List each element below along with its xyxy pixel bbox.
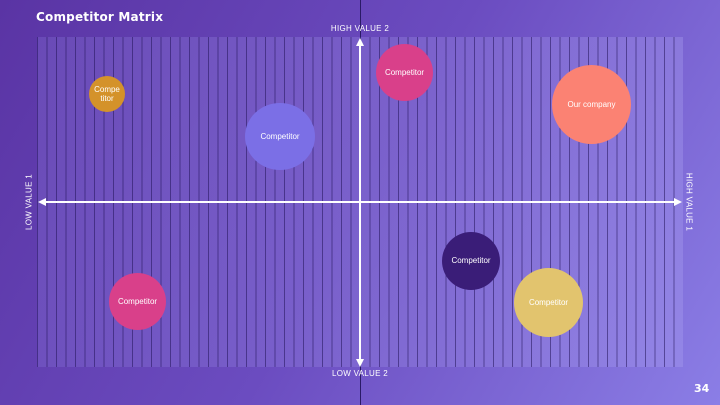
axis-label-low-value-1: LOW VALUE 1 bbox=[24, 173, 34, 231]
slide-title: Competitor Matrix bbox=[36, 10, 164, 24]
arrow-down-icon bbox=[356, 359, 364, 367]
axis-label-high-value-1: HIGH VALUE 1 bbox=[684, 172, 694, 232]
arrow-right-icon bbox=[674, 198, 682, 206]
bubble-label: Compe titor bbox=[94, 84, 120, 103]
bubble-label: Competitor bbox=[384, 67, 425, 77]
arrow-left-icon bbox=[38, 198, 46, 206]
competitor-bubble[interactable]: Competitor bbox=[376, 44, 433, 101]
page-number: 34 bbox=[694, 382, 710, 395]
competitor-bubble[interactable]: Competitor bbox=[442, 232, 500, 290]
bubble-label: Competitor bbox=[528, 297, 569, 307]
bubble-label: Competitor bbox=[260, 131, 300, 141]
bubble-label: Competitor bbox=[451, 256, 491, 266]
competitor-bubble[interactable]: Competitor bbox=[109, 273, 166, 330]
our-company-bubble[interactable]: Our company bbox=[552, 65, 631, 144]
axis-label-low-value-2: LOW VALUE 2 bbox=[331, 369, 389, 378]
arrow-up-icon bbox=[356, 38, 364, 46]
competitor-bubble[interactable]: Competitor bbox=[514, 268, 583, 337]
competitor-bubble[interactable]: Competitor bbox=[245, 103, 315, 170]
vertical-axis bbox=[359, 45, 361, 360]
competitor-bubble[interactable]: Compe titor bbox=[89, 76, 125, 112]
axis-label-high-value-2: HIGH VALUE 2 bbox=[330, 24, 390, 33]
bubble-label: Our company bbox=[567, 99, 616, 109]
bubble-label: Competitor bbox=[117, 296, 158, 306]
